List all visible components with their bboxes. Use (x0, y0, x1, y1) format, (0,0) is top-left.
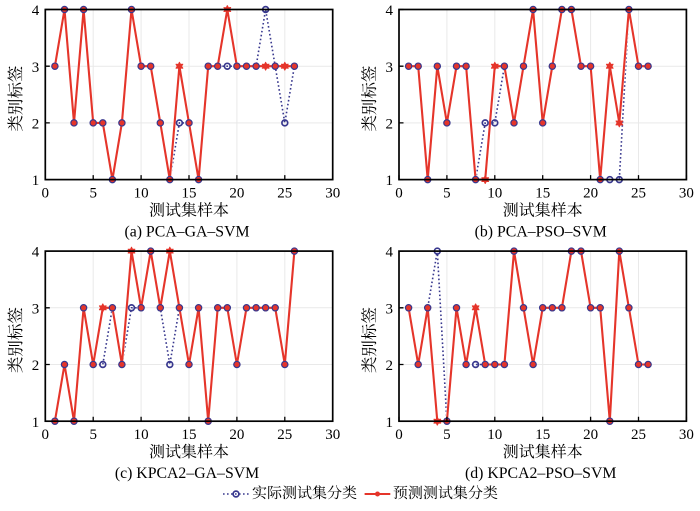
svg-text:10: 10 (487, 427, 502, 443)
svg-text:25: 25 (277, 427, 292, 443)
svg-text:3: 3 (32, 301, 40, 317)
svg-text:30: 30 (679, 186, 694, 202)
svg-text:5: 5 (443, 427, 451, 443)
svg-text:25: 25 (631, 186, 646, 202)
svg-text:0: 0 (395, 427, 403, 443)
svg-text:1: 1 (386, 173, 394, 189)
svg-text:(d) KPCA2–PSO–SVM: (d) KPCA2–PSO–SVM (465, 465, 616, 482)
svg-text:0: 0 (42, 427, 50, 443)
svg-text:4: 4 (32, 245, 40, 261)
svg-text:2: 2 (32, 117, 40, 133)
svg-text:15: 15 (182, 186, 197, 202)
svg-text:1: 1 (32, 415, 40, 431)
svg-text:3: 3 (32, 60, 40, 76)
svg-text:30: 30 (325, 186, 340, 202)
svg-text:25: 25 (631, 427, 646, 443)
svg-text:1: 1 (386, 415, 394, 431)
svg-text:30: 30 (325, 427, 340, 443)
svg-text:20: 20 (583, 186, 598, 202)
svg-text:3: 3 (386, 301, 394, 317)
svg-text:(b) PCA–PSO–SVM: (b) PCA–PSO–SVM (475, 224, 607, 241)
svg-text:25: 25 (277, 186, 292, 202)
svg-text:0: 0 (42, 186, 50, 202)
svg-text:2: 2 (386, 117, 394, 133)
svg-text:3: 3 (386, 60, 394, 76)
svg-text:10: 10 (134, 186, 149, 202)
svg-text:5: 5 (443, 186, 451, 202)
svg-text:2: 2 (32, 358, 40, 374)
svg-text:(c) KPCA2–GA–SVM: (c) KPCA2–GA–SVM (115, 465, 259, 482)
svg-text:30: 30 (679, 427, 694, 443)
svg-text:20: 20 (583, 427, 598, 443)
svg-text:5: 5 (89, 186, 97, 202)
svg-text:4: 4 (32, 3, 40, 19)
svg-text:15: 15 (535, 427, 550, 443)
svg-text:15: 15 (535, 186, 550, 202)
svg-text:4: 4 (386, 3, 394, 19)
svg-text:15: 15 (182, 427, 197, 443)
svg-text:5: 5 (89, 427, 97, 443)
svg-text:10: 10 (134, 427, 149, 443)
svg-text:(a) PCA–GA–SVM: (a) PCA–GA–SVM (124, 224, 249, 241)
svg-text:0: 0 (395, 186, 403, 202)
svg-text:1: 1 (32, 173, 40, 189)
svg-text:20: 20 (229, 427, 244, 443)
svg-text:10: 10 (487, 186, 502, 202)
svg-text:20: 20 (229, 186, 244, 202)
svg-text:2: 2 (386, 358, 394, 374)
svg-text:4: 4 (386, 245, 394, 261)
